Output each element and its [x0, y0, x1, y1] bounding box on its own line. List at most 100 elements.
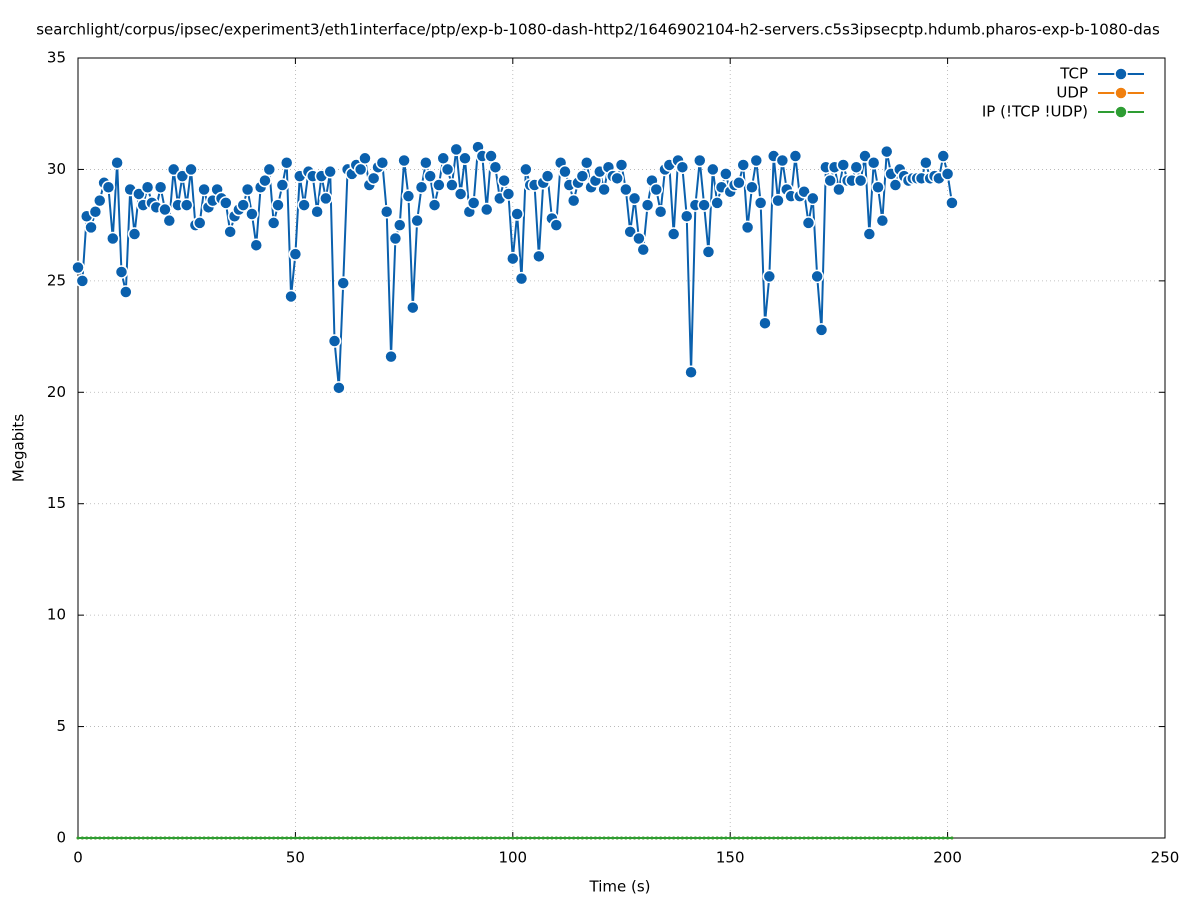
data-point — [506, 251, 520, 266]
data-point — [497, 173, 511, 188]
x-axis-label: Time (s) — [589, 878, 651, 896]
data-point — [424, 836, 428, 840]
data-point — [858, 149, 872, 163]
data-point — [641, 836, 645, 840]
data-point — [263, 836, 267, 840]
data-point — [919, 155, 933, 170]
data-point — [259, 836, 263, 840]
data-point — [385, 836, 389, 840]
data-point — [866, 155, 881, 170]
data-point — [240, 182, 255, 197]
data-point — [580, 836, 584, 840]
data-point — [811, 836, 815, 840]
data-point — [502, 836, 506, 840]
data-point — [666, 227, 681, 241]
data-point — [780, 836, 784, 840]
data-point — [163, 836, 167, 840]
data-point — [650, 836, 654, 840]
data-point — [759, 836, 763, 840]
data-point — [211, 836, 215, 840]
data-point — [615, 836, 619, 840]
data-point — [289, 836, 293, 840]
data-point — [859, 836, 863, 840]
data-point — [741, 836, 745, 840]
legend-swatch — [1114, 86, 1128, 100]
data-point — [440, 162, 455, 177]
y-tick-label: 35 — [47, 49, 66, 67]
data-point — [832, 182, 846, 197]
data-point — [946, 836, 950, 840]
data-point — [414, 180, 429, 195]
data-point — [793, 836, 797, 840]
data-point — [176, 836, 180, 840]
data-point — [184, 162, 198, 177]
data-point — [788, 149, 803, 163]
data-point — [219, 836, 223, 840]
data-point — [179, 198, 194, 212]
data-point — [789, 836, 793, 840]
data-point — [111, 836, 115, 840]
data-point — [697, 198, 711, 212]
data-point — [750, 836, 754, 840]
x-tick-label: 50 — [286, 849, 305, 867]
data-point — [193, 836, 197, 840]
data-point — [363, 836, 367, 840]
data-point — [875, 213, 890, 228]
data-point — [871, 180, 885, 195]
data-point — [558, 164, 572, 179]
data-point — [675, 160, 690, 174]
data-point — [337, 836, 341, 840]
data-point — [776, 836, 780, 840]
data-point — [754, 836, 758, 840]
data-point — [719, 167, 733, 181]
data-point — [941, 836, 945, 840]
data-point — [228, 836, 232, 840]
data-point — [540, 169, 555, 183]
data-point — [453, 187, 468, 201]
data-point — [241, 836, 245, 840]
data-point — [75, 274, 90, 288]
data-point — [693, 836, 697, 840]
data-point — [850, 836, 854, 840]
data-point — [519, 162, 533, 177]
data-point — [566, 193, 581, 208]
data-point — [192, 216, 207, 230]
data-point — [736, 158, 750, 172]
data-point — [219, 196, 233, 210]
data-point — [533, 836, 537, 840]
data-point — [411, 836, 415, 840]
data-point — [88, 205, 103, 219]
data-point — [862, 227, 877, 241]
data-point — [510, 207, 524, 221]
data-point — [762, 269, 777, 284]
data-point — [889, 836, 893, 840]
data-point — [853, 173, 868, 188]
data-point — [415, 836, 419, 840]
data-point — [619, 182, 633, 197]
data-point — [620, 836, 623, 840]
data-point — [354, 836, 358, 840]
data-point — [493, 836, 497, 840]
data-point — [172, 836, 176, 840]
data-point — [380, 836, 384, 840]
data-point — [798, 836, 802, 840]
data-point — [915, 836, 919, 840]
data-point — [823, 173, 837, 188]
data-point — [85, 836, 89, 840]
data-point — [92, 193, 107, 208]
data-point — [749, 153, 764, 168]
data-point — [772, 836, 776, 840]
data-point — [433, 836, 437, 840]
data-point — [585, 836, 589, 840]
y-tick-label: 20 — [47, 383, 66, 401]
data-point — [246, 836, 250, 840]
data-point — [611, 836, 615, 840]
y-tick-label: 30 — [47, 160, 66, 178]
data-point — [653, 205, 668, 219]
data-point — [498, 836, 502, 840]
data-point — [367, 836, 371, 840]
data-point — [524, 836, 528, 840]
data-point — [393, 218, 407, 232]
data-point — [689, 836, 693, 840]
